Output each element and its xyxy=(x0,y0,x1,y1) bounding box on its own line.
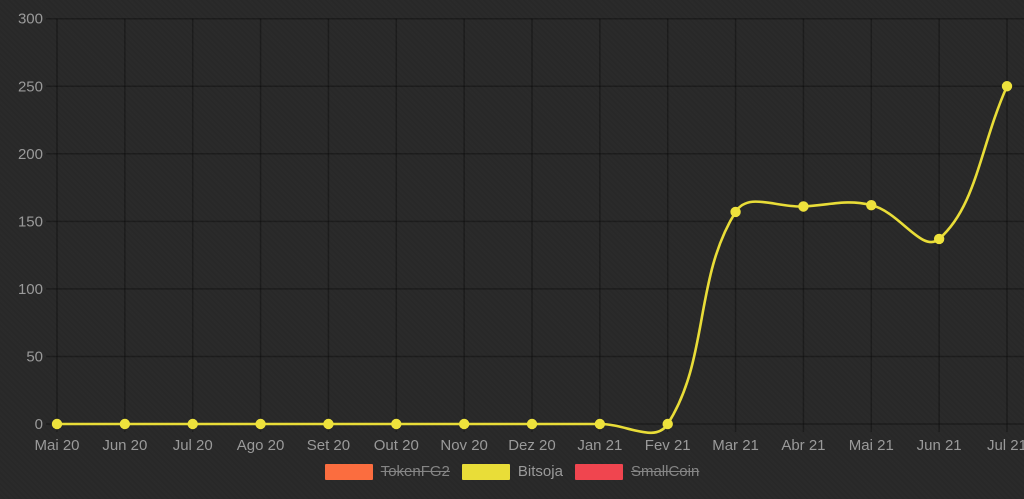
legend-label: SmallCoin xyxy=(630,463,700,480)
data-point[interactable] xyxy=(662,418,673,430)
data-point[interactable] xyxy=(255,418,266,430)
y-tick-label: 300 xyxy=(18,11,43,28)
x-tick-label: Jun 20 xyxy=(102,437,147,454)
x-tick-label: Jan 21 xyxy=(577,437,622,454)
legend-item[interactable]: TokenFG2 xyxy=(324,463,450,480)
x-tick-label: Jul 20 xyxy=(173,437,213,454)
x-tick-label: Set 20 xyxy=(307,437,350,454)
data-point[interactable] xyxy=(323,418,334,430)
y-tick-label: 200 xyxy=(18,146,43,163)
x-tick-label: Mai 20 xyxy=(34,437,79,454)
data-point[interactable] xyxy=(594,418,606,430)
legend-swatch xyxy=(574,463,623,480)
data-point[interactable] xyxy=(1001,81,1013,92)
data-point[interactable] xyxy=(187,418,198,430)
legend-label: Bitsoja xyxy=(517,463,563,480)
data-point[interactable] xyxy=(119,418,131,430)
data-point[interactable] xyxy=(866,199,877,211)
x-tick-label: Mar 21 xyxy=(712,437,759,454)
x-tick-label: Dez 20 xyxy=(508,437,556,454)
data-point[interactable] xyxy=(933,233,945,245)
x-tick-label: Ago 20 xyxy=(237,437,285,454)
legend-swatch xyxy=(461,463,510,480)
y-tick-label: 100 xyxy=(18,281,43,298)
data-point[interactable] xyxy=(391,418,402,430)
legend-swatch xyxy=(324,463,373,480)
y-tick-label: 50 xyxy=(26,348,43,365)
x-tick-label: Jun 21 xyxy=(917,437,962,454)
x-tick-label: Jul 21 xyxy=(987,437,1024,454)
y-tick-label: 150 xyxy=(18,213,43,230)
x-tick-label: Abr 21 xyxy=(781,437,825,454)
x-tick-label: Mai 21 xyxy=(849,437,894,454)
x-tick-label: Nov 20 xyxy=(440,437,488,454)
data-point[interactable] xyxy=(526,418,538,430)
legend-item[interactable]: Bitsoja xyxy=(461,463,563,480)
legend: TokenFG2 Bitsoja SmallCoin xyxy=(0,463,1024,480)
y-tick-label: 250 xyxy=(18,78,43,95)
x-tick-label: Out 20 xyxy=(374,437,419,454)
data-point[interactable] xyxy=(51,418,63,430)
legend-label: TokenFG2 xyxy=(380,463,450,480)
data-point[interactable] xyxy=(798,201,809,212)
x-tick-label: Fev 21 xyxy=(645,437,691,454)
legend-item[interactable]: SmallCoin xyxy=(574,463,700,480)
data-point[interactable] xyxy=(730,206,741,218)
data-point[interactable] xyxy=(458,418,470,430)
y-tick-label: 0 xyxy=(35,416,43,433)
